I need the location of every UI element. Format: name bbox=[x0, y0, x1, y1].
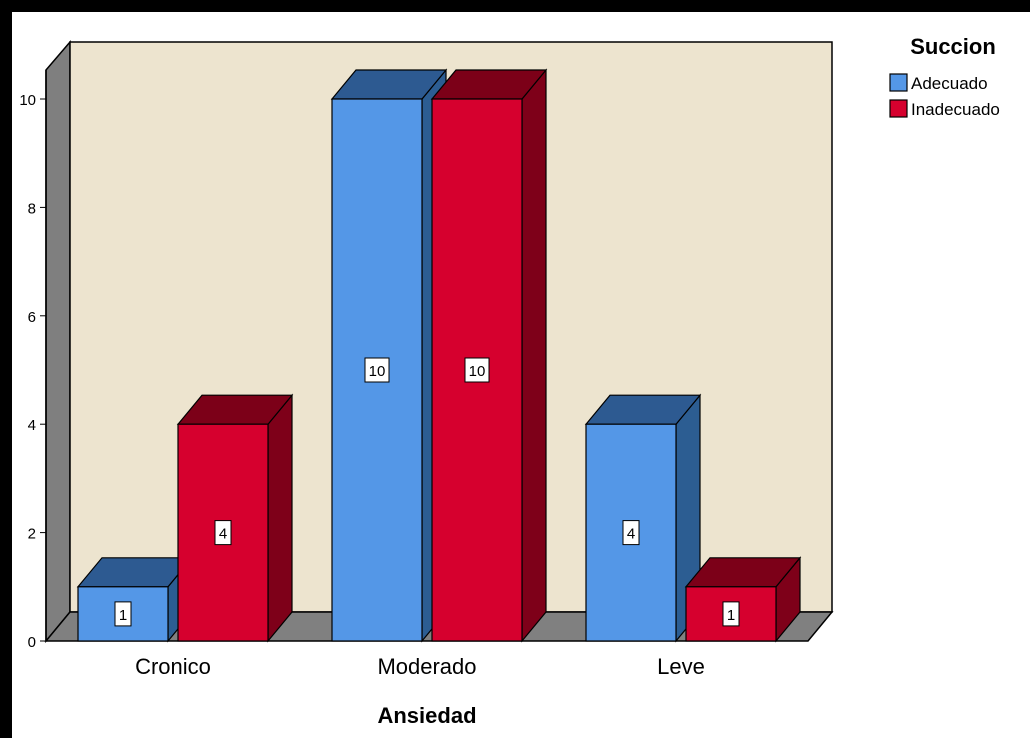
y-axis: 0 2 4 6 8 10 bbox=[19, 70, 47, 651]
bar-adecuado-leve: 4 bbox=[584, 393, 702, 643]
x-axis-title: Ansiedad bbox=[377, 703, 476, 728]
legend-swatch bbox=[889, 73, 908, 92]
y-tick-label: 10 bbox=[19, 92, 36, 109]
x-tick-label: Cronico bbox=[135, 654, 211, 679]
data-label-text: 10 bbox=[369, 363, 386, 380]
legend-title: Succion bbox=[910, 34, 996, 59]
bar-side bbox=[521, 68, 547, 643]
data-label-text: 1 bbox=[119, 607, 127, 624]
y-tick-label: 0 bbox=[28, 634, 36, 651]
data-label: 10 bbox=[464, 357, 490, 383]
y-tick-label: 2 bbox=[28, 526, 36, 543]
data-label-text: 4 bbox=[219, 526, 227, 543]
bar-inadecuado-cronico: 4 bbox=[176, 393, 294, 643]
bar-side bbox=[267, 393, 293, 643]
data-label-box bbox=[622, 520, 640, 546]
side-wall bbox=[45, 39, 71, 644]
legend-item-inadecuado: Inadecuado bbox=[889, 99, 1000, 119]
data-label: 1 bbox=[114, 601, 132, 627]
y-tick-label: 4 bbox=[28, 417, 36, 434]
x-tick-label: Moderado bbox=[377, 654, 476, 679]
legend: Succion Adecuado Inadecuado bbox=[889, 34, 1000, 119]
data-label: 1 bbox=[722, 601, 740, 627]
bar-adecuado-moderado: 10 bbox=[330, 68, 448, 643]
legend-label: Adecuado bbox=[911, 74, 988, 93]
data-label-text: 1 bbox=[727, 607, 735, 624]
data-label-box bbox=[364, 357, 390, 383]
y-tick-label: 8 bbox=[28, 200, 36, 217]
bar-inadecuado-leve: 1 bbox=[684, 556, 802, 643]
data-label-box bbox=[464, 357, 490, 383]
legend-items: Adecuado Inadecuado bbox=[889, 73, 1000, 119]
bars: 1 4 10 10 4 1 bbox=[76, 68, 802, 643]
data-label-text: 4 bbox=[627, 526, 635, 543]
data-label: 4 bbox=[622, 520, 640, 546]
data-label-box bbox=[214, 520, 232, 546]
x-axis: Cronico Moderado Leve bbox=[135, 654, 705, 679]
bar-inadecuado-moderado: 10 bbox=[430, 68, 548, 643]
data-label-text: 10 bbox=[469, 363, 486, 380]
data-label-box bbox=[114, 601, 132, 627]
legend-label: Inadecuado bbox=[911, 100, 1000, 119]
data-label: 4 bbox=[214, 520, 232, 546]
bar-adecuado-cronico: 1 bbox=[76, 556, 194, 643]
legend-item-adecuado: Adecuado bbox=[889, 73, 988, 93]
y-tick-label: 6 bbox=[28, 309, 36, 326]
data-label: 10 bbox=[364, 357, 390, 383]
legend-swatch bbox=[889, 99, 908, 118]
data-label-box bbox=[722, 601, 740, 627]
x-tick-label: Leve bbox=[657, 654, 705, 679]
